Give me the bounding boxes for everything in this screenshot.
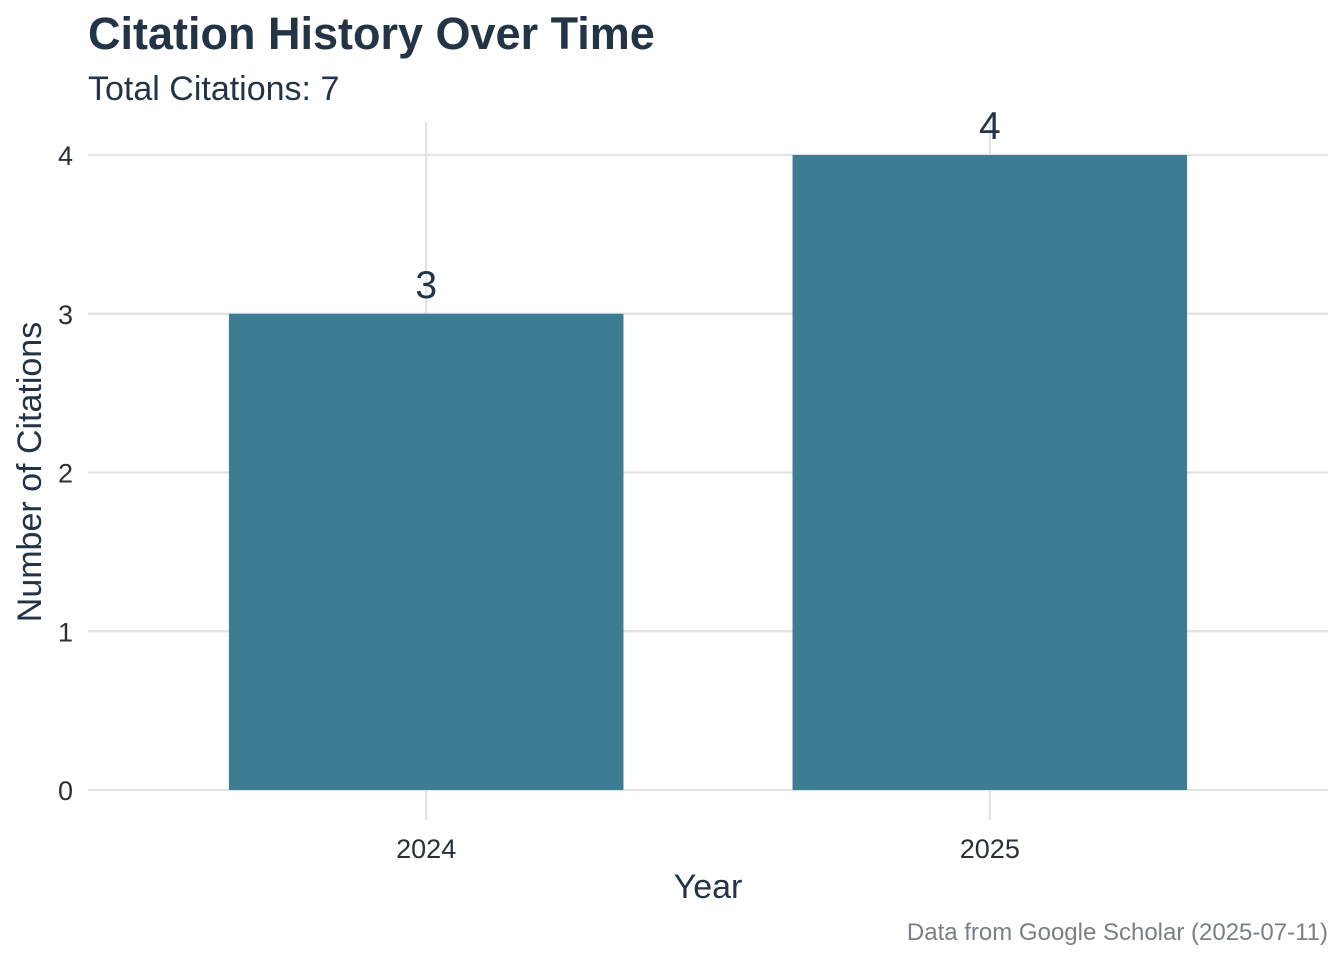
y-tick-label: 0 [58, 776, 73, 806]
bars [228, 155, 1188, 790]
chart-subtitle: Total Citations: 7 [88, 70, 339, 108]
y-tick-label: 1 [58, 617, 73, 647]
y-tick-label: 2 [58, 459, 73, 489]
chart-title: Citation History Over Time [88, 8, 655, 59]
chart-caption: Data from Google Scholar (2025-07-11) [907, 919, 1328, 946]
bar [792, 155, 1188, 790]
x-tick-label: 2025 [960, 834, 1020, 864]
y-tick-label: 3 [58, 300, 73, 330]
x-axis-ticks: 2024 2025 [396, 834, 1020, 864]
bar-value-label: 4 [979, 105, 1001, 148]
y-axis-label: Number of Citations [11, 322, 49, 622]
y-tick-label: 4 [58, 141, 73, 171]
x-axis-label: Year [674, 868, 743, 906]
bar [228, 313, 624, 790]
data-labels: 34 [415, 105, 1000, 307]
y-axis-ticks: 0 1 2 3 4 [58, 141, 73, 806]
bar-value-label: 3 [415, 264, 437, 307]
x-tick-label: 2024 [396, 834, 456, 864]
